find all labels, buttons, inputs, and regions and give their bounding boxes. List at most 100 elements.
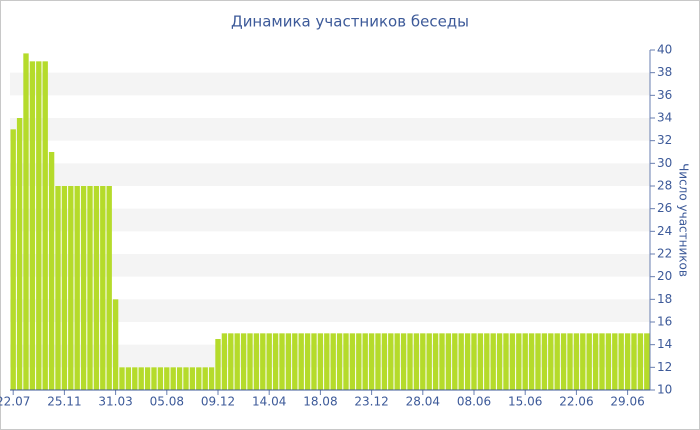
x-tick-label: 28.04 xyxy=(406,395,440,409)
bar xyxy=(592,333,599,390)
bar xyxy=(279,333,285,390)
bar xyxy=(426,333,432,390)
y-tick-label: 28 xyxy=(657,179,672,193)
bar xyxy=(228,333,234,390)
x-tick-label: 22.06 xyxy=(559,395,593,409)
stripe xyxy=(10,163,650,186)
bar xyxy=(567,333,573,390)
bar xyxy=(432,333,439,390)
bar xyxy=(605,333,612,390)
x-tick-label: 08.06 xyxy=(457,395,491,409)
bar xyxy=(644,333,650,390)
stripe xyxy=(10,344,650,368)
bar xyxy=(221,333,228,390)
y-tick-label: 24 xyxy=(657,224,672,238)
y-tick-label: 10 xyxy=(657,383,672,397)
bar xyxy=(452,333,458,390)
bar xyxy=(420,333,426,390)
bar xyxy=(471,333,477,390)
y-tick-label: 16 xyxy=(657,315,672,329)
bar xyxy=(535,333,541,390)
bar xyxy=(304,333,311,390)
bar xyxy=(573,333,580,390)
bar xyxy=(106,186,112,390)
bar xyxy=(381,333,388,390)
bar xyxy=(151,367,157,390)
y-tick-label: 26 xyxy=(657,201,672,215)
bar xyxy=(580,333,586,390)
x-tick-label: 14.04 xyxy=(252,395,286,409)
bar xyxy=(196,367,202,390)
bar xyxy=(208,367,215,390)
bar xyxy=(631,333,637,390)
bar xyxy=(612,333,618,390)
bar xyxy=(356,333,362,390)
x-tick-label: 23.12 xyxy=(354,395,388,409)
bar xyxy=(16,118,23,390)
bar xyxy=(93,186,100,390)
bar xyxy=(400,333,407,390)
bar xyxy=(68,186,74,390)
y-tick-label: 22 xyxy=(657,247,672,261)
bar xyxy=(132,367,138,390)
bar xyxy=(42,61,48,390)
bar xyxy=(522,333,528,390)
bar xyxy=(170,367,176,390)
bar xyxy=(439,333,445,390)
bar xyxy=(100,186,106,390)
bar xyxy=(554,333,560,390)
x-tick-label: 15.06 xyxy=(508,395,542,409)
x-tick-label: 09.12 xyxy=(201,395,235,409)
bar xyxy=(560,333,567,390)
bar xyxy=(164,367,170,390)
bar xyxy=(490,333,496,390)
bar xyxy=(503,333,509,390)
bar xyxy=(477,333,484,390)
bar xyxy=(138,367,144,390)
x-tick-label: 25.11 xyxy=(47,395,81,409)
bar xyxy=(247,333,253,390)
bar xyxy=(516,333,522,390)
bar xyxy=(394,333,400,390)
bar xyxy=(343,333,349,390)
bar xyxy=(484,333,490,390)
bar xyxy=(311,333,317,390)
x-tick-label: 31.03 xyxy=(98,395,132,409)
stripe xyxy=(10,72,650,96)
bar xyxy=(509,333,516,390)
bar xyxy=(80,186,87,390)
bar xyxy=(336,333,343,390)
bar xyxy=(29,61,36,390)
bar xyxy=(624,333,631,390)
bar xyxy=(413,333,420,390)
bar xyxy=(298,333,304,390)
y-tick-label: 36 xyxy=(657,88,672,102)
bar xyxy=(637,333,644,390)
bar xyxy=(157,367,164,390)
bar xyxy=(260,333,266,390)
y-tick-label: 34 xyxy=(657,111,672,125)
bar xyxy=(407,333,413,390)
y-tick-label: 38 xyxy=(657,65,672,79)
bar xyxy=(55,186,61,390)
bar xyxy=(292,333,298,390)
stripe xyxy=(10,254,650,277)
bar xyxy=(272,333,279,390)
y-tick-label: 30 xyxy=(657,156,672,170)
bar xyxy=(349,333,356,390)
y-tick-label: 32 xyxy=(657,133,672,147)
bar xyxy=(548,333,554,390)
bar xyxy=(189,367,196,390)
y-axis-label: Число участников xyxy=(677,163,691,277)
bar xyxy=(125,367,132,390)
bar xyxy=(324,333,330,390)
bar xyxy=(266,333,272,390)
y-tick-label: 18 xyxy=(657,292,672,306)
y-tick-label: 40 xyxy=(657,43,672,57)
bar xyxy=(119,367,125,390)
stripe xyxy=(10,118,650,141)
bar xyxy=(234,333,240,390)
y-tick-label: 14 xyxy=(657,337,672,351)
bar xyxy=(10,129,16,391)
bar xyxy=(541,333,548,390)
